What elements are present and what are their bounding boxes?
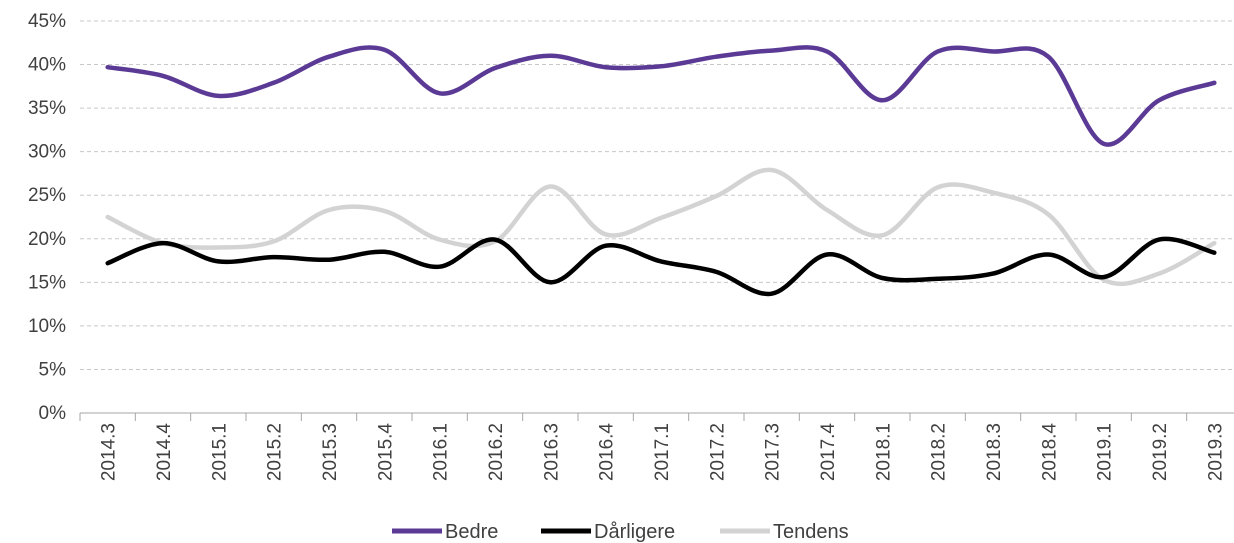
y-tick-label: 20%	[28, 229, 66, 250]
x-tick-label: 2018.4	[1039, 423, 1060, 482]
x-tick-label: 2016.3	[541, 423, 562, 481]
y-tick-label: 45%	[28, 11, 66, 32]
y-tick-label: 25%	[28, 185, 66, 206]
y-tick-label: 10%	[28, 316, 66, 337]
x-tick-label: 2016.1	[431, 423, 452, 481]
x-tick-label: 2019.2	[1150, 423, 1171, 481]
legend-label: Bedre	[445, 521, 498, 543]
y-tick-label: 40%	[28, 55, 66, 76]
series-line-bedre	[105, 45, 1217, 147]
series-lines	[105, 45, 1217, 297]
series-line-d-rligere	[105, 236, 1217, 297]
legend-item-d-rligere: Dårligere	[541, 521, 675, 543]
x-tick-label: 2016.2	[486, 423, 507, 481]
y-tick-label: 30%	[28, 142, 66, 163]
gridlines	[80, 20, 1234, 370]
x-tick-label: 2015.3	[320, 423, 341, 481]
legend-label: Dårligere	[594, 521, 675, 543]
y-axis: 0% 5% 10% 15% 20% 25% 30% 35% 40% 45%	[28, 11, 66, 424]
y-tick-label: 35%	[28, 98, 66, 119]
legend-label: Tendens	[773, 521, 849, 543]
x-tick-label: 2017.2	[707, 423, 728, 481]
series-line-tendens	[105, 167, 1217, 287]
x-tick-label: 2015.2	[265, 423, 286, 481]
x-tick-label: 2014.4	[154, 423, 175, 482]
x-tick-label: 2014.3	[99, 423, 120, 481]
legend-item-bedre: Bedre	[392, 521, 498, 543]
x-tick-label: 2018.3	[984, 423, 1005, 481]
legend: Bedre Dårligere Tendens	[392, 521, 849, 543]
x-tick-label: 2019.1	[1095, 423, 1116, 481]
x-tick-label: 2019.3	[1205, 423, 1226, 481]
x-tick-label: 2017.4	[818, 423, 839, 482]
y-tick-label: 0%	[39, 403, 67, 424]
y-tick-label: 15%	[28, 272, 66, 293]
x-tick-label: 2018.2	[929, 423, 950, 481]
x-axis: 2014.3 2014.4 2015.1 2015.2 2015.3 2015.4 2016…	[79, 412, 1234, 482]
x-tick-label: 2015.4	[375, 423, 396, 482]
x-tick-label: 2017.1	[652, 423, 673, 481]
x-tick-label: 2018.1	[873, 423, 894, 481]
x-tick-label: 2016.4	[597, 423, 618, 482]
y-tick-label: 5%	[39, 359, 67, 380]
legend-item-tendens: Tendens	[720, 521, 849, 543]
x-tick-label: 2015.1	[209, 423, 230, 481]
x-tick-label: 2017.3	[763, 423, 784, 481]
